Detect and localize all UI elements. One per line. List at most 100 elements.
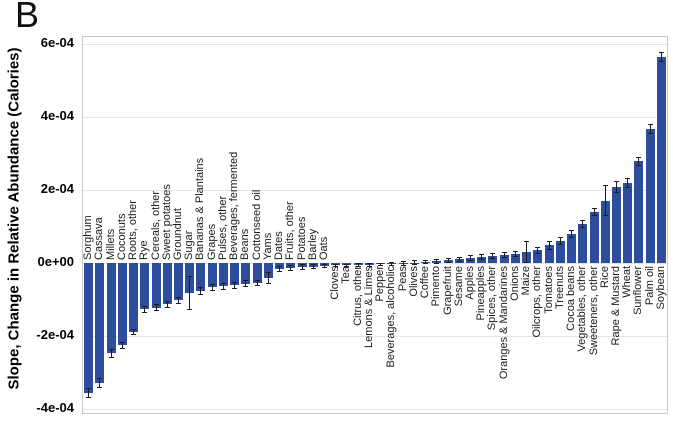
bar [106,263,116,354]
error-bar [166,301,168,308]
error-bar-cap [456,256,462,258]
error-bar [492,253,494,259]
error-bar-cap [198,286,204,288]
error-bar-cap [254,279,260,281]
bar [465,257,475,264]
category-label-text: Grapes [205,224,218,261]
error-bar-cap [209,284,215,285]
error-bar-cap [344,265,350,267]
category-label-text: Beans [239,229,252,261]
error-bar [660,52,662,62]
error-bar-cap [310,267,316,269]
error-bar-cap [108,349,114,351]
error-bar-cap [591,215,597,217]
error-bar-cap [131,334,137,336]
error-bar-cap [198,294,204,296]
error-bar-cap [445,258,451,260]
bar [567,233,577,264]
error-bar-cap [142,311,148,313]
error-bar [604,185,606,216]
bar [600,200,610,264]
bar [151,263,161,308]
error-bar [144,306,146,313]
error-bar-cap [647,133,653,135]
category-label-text: Tomatoes [542,266,555,315]
y-tick-label: -4e-04 [36,400,74,416]
error-bar-cap [557,244,563,246]
error-bar-cap [175,302,181,304]
error-bar-cap [209,289,215,291]
error-bar [211,284,213,291]
error-bar-cap [546,241,552,243]
error-bar-cap [299,268,305,270]
error-bar-cap [479,258,485,260]
error-bar-cap [389,261,395,263]
error-bar [548,241,550,250]
category-label-text: Fruits, other [284,201,297,261]
error-bar [222,283,224,290]
error-bar-cap [232,281,238,283]
error-bar [413,260,415,265]
category-label-text: Citrus, other [351,266,364,327]
gridline [83,116,667,118]
bar [477,257,487,264]
error-bar [346,264,348,267]
error-bar-cap [321,267,327,269]
error-bar [335,264,337,267]
error-bar-cap [423,263,429,265]
error-bar-cap [175,296,181,298]
error-bar [290,265,292,271]
category-label-text: Potatoes [295,216,308,261]
error-bar-cap [333,265,339,267]
bar [578,223,588,264]
bar [499,254,509,264]
error-bar-cap [366,265,372,267]
category-label-text: Grapefruit [441,266,454,316]
category-label-text: Tea [340,266,353,285]
bar [533,250,543,264]
error-bar-cap [378,265,384,267]
error-bar-cap [423,259,429,261]
error-bar-cap [243,280,249,282]
bar [162,263,172,305]
category-label-text: Cereals, other [149,191,162,261]
error-bar-cap [288,269,294,271]
error-bar-cap [86,396,92,398]
bar [656,57,666,264]
error-bar-cap [366,262,372,264]
gridline [83,189,667,191]
category-label-text: Pimento [430,266,443,307]
panel-label: B [15,0,40,35]
category-label-text: Peas [396,266,409,292]
y-axis-title: Slope, Change in Relative Abundance (Cal… [5,47,23,390]
error-bar [447,258,449,263]
error-bar-cap [153,310,159,312]
error-bar [245,280,247,287]
error-bar [267,272,269,284]
category-label-text: Beverages, alcoholic [385,266,398,368]
bar [196,263,206,292]
y-tick-label: 4e-04 [40,108,74,124]
bar [645,129,655,264]
category-label-text: Soybean [654,266,667,310]
error-bar-cap [524,262,530,264]
error-bar-cap [557,236,563,238]
category-label-text: Sunflower [632,266,645,316]
error-bar-cap [411,263,417,265]
error-bar-cap [445,261,451,263]
error-bar-cap [501,256,507,258]
error-bar-cap [389,265,395,267]
category-label-text: Sweeteners, other [587,266,600,356]
error-bar-cap [591,208,597,210]
gridline [83,335,667,337]
bar [95,263,105,384]
bar [252,263,262,284]
error-bar [380,263,382,266]
error-bar-cap [490,257,496,259]
error-bar-cap [546,248,552,250]
error-bar-cap [299,264,305,266]
error-bar [458,257,460,262]
error-bar [526,241,528,263]
bar [84,263,94,393]
error-bar-cap [97,386,103,388]
